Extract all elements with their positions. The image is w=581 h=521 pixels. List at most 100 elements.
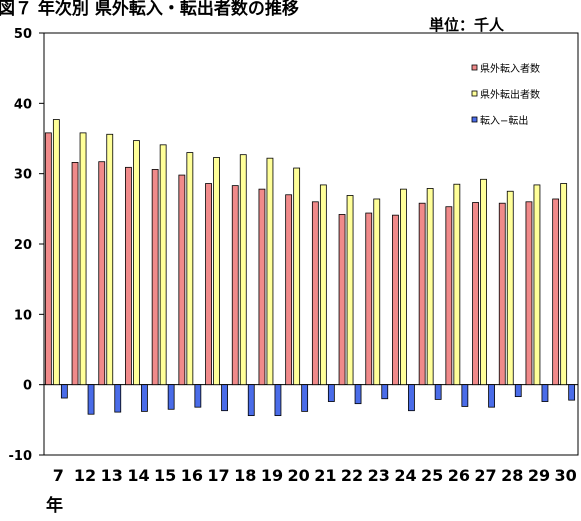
bar-in bbox=[231, 185, 239, 386]
x-tick-label: 17 bbox=[207, 466, 229, 485]
bar-in bbox=[125, 166, 132, 386]
unit-label: 単位：千人 bbox=[429, 16, 505, 34]
bar-out bbox=[213, 157, 220, 386]
y-tick-label: 20 bbox=[14, 238, 32, 253]
bar-out bbox=[266, 157, 274, 386]
bar-net bbox=[381, 384, 389, 400]
bar-net bbox=[488, 384, 495, 408]
x-tick-label: 28 bbox=[501, 466, 523, 485]
x-tick-label: 27 bbox=[474, 466, 496, 485]
bar-net bbox=[87, 384, 95, 415]
x-tick-label: 19 bbox=[261, 466, 283, 485]
bar-net bbox=[541, 384, 549, 402]
bar-out bbox=[480, 178, 487, 386]
bar-out bbox=[453, 183, 461, 386]
bar-out bbox=[79, 132, 87, 386]
bar-in bbox=[178, 174, 186, 386]
bar-in bbox=[71, 162, 79, 386]
x-axis: 7 12 13 14 15 16 17 18 19 20 21 22 23 24 25 26 27 28 29 30 bbox=[53, 466, 577, 485]
bar-net bbox=[167, 384, 175, 410]
bar-net bbox=[221, 384, 228, 412]
y-tick-label: 40 bbox=[14, 97, 32, 112]
bar-net bbox=[60, 384, 68, 399]
bar-net bbox=[354, 384, 362, 405]
bar-out bbox=[346, 195, 354, 386]
x-axis-year-suffix: 年 bbox=[46, 495, 63, 516]
bar-in bbox=[311, 201, 319, 386]
bar-net bbox=[194, 384, 202, 408]
legend-swatch bbox=[471, 116, 478, 123]
x-tick-label: 23 bbox=[368, 466, 390, 485]
bar-out bbox=[133, 140, 140, 386]
x-tick-label: 24 bbox=[394, 466, 416, 485]
bars-group bbox=[44, 119, 576, 417]
x-tick-label: 13 bbox=[101, 466, 123, 485]
legend-swatch bbox=[471, 90, 478, 97]
bar-in bbox=[151, 169, 159, 386]
bar-in bbox=[498, 202, 506, 386]
bar-out bbox=[373, 198, 381, 386]
bar-out bbox=[239, 154, 247, 386]
chart-title: 図７ 年次別 県外転入・転出者数の推移 bbox=[0, 0, 299, 19]
y-tick-label: 30 bbox=[14, 168, 32, 183]
bar-net bbox=[461, 384, 469, 407]
bar-out bbox=[400, 188, 407, 386]
x-tick-label: 15 bbox=[154, 466, 176, 485]
legend-swatch bbox=[471, 64, 478, 71]
bar-out bbox=[426, 188, 434, 386]
y-tick-label: 0 bbox=[23, 379, 32, 394]
bar-out bbox=[106, 133, 114, 386]
bar-in bbox=[365, 212, 373, 386]
bar-in bbox=[525, 201, 533, 386]
bar-net bbox=[141, 384, 148, 412]
bar-net bbox=[408, 384, 415, 412]
legend-label: 転入−転出 bbox=[480, 114, 528, 127]
bar-in bbox=[392, 214, 399, 386]
bar-net bbox=[301, 384, 309, 412]
bar-net bbox=[247, 384, 255, 417]
x-tick-label: 22 bbox=[341, 466, 363, 485]
x-tick-label: 20 bbox=[288, 466, 310, 485]
x-tick-label: 26 bbox=[448, 466, 470, 485]
bar-net bbox=[434, 384, 442, 400]
y-tick-label: 10 bbox=[14, 308, 32, 323]
bar-net bbox=[274, 384, 282, 417]
bar-net bbox=[114, 384, 122, 413]
bar-in bbox=[258, 188, 266, 386]
legend-label: 県外転出者数 bbox=[480, 88, 540, 101]
bar-in bbox=[44, 132, 52, 386]
bar-in bbox=[98, 161, 106, 386]
bar-out bbox=[506, 190, 514, 386]
y-tick-label: -10 bbox=[9, 449, 33, 464]
bar-out bbox=[159, 144, 167, 386]
bar-net bbox=[514, 384, 522, 398]
x-tick-label: 14 bbox=[127, 466, 149, 485]
x-tick-label: 12 bbox=[74, 466, 96, 485]
bar-in bbox=[418, 202, 426, 386]
x-tick-label: 18 bbox=[234, 466, 256, 485]
bar-in bbox=[205, 183, 212, 386]
x-tick-label: 7 bbox=[53, 466, 64, 485]
bar-out bbox=[560, 183, 568, 386]
bar-net bbox=[327, 384, 335, 402]
x-tick-label: 30 bbox=[555, 466, 577, 485]
x-tick-label: 16 bbox=[181, 466, 203, 485]
bar-in bbox=[338, 214, 346, 386]
bar-out bbox=[52, 119, 60, 386]
bar-in bbox=[285, 194, 293, 386]
bar-out bbox=[533, 184, 541, 386]
bar-out bbox=[186, 152, 194, 386]
bar-in bbox=[552, 198, 560, 386]
x-tick-label: 25 bbox=[421, 466, 443, 485]
x-tick-label: 21 bbox=[314, 466, 336, 485]
bar-in bbox=[445, 206, 453, 386]
legend-label: 県外転入者数 bbox=[480, 62, 540, 75]
bar-net bbox=[568, 384, 576, 401]
x-tick-label: 29 bbox=[528, 466, 550, 485]
bar-in bbox=[472, 202, 479, 386]
bar-out bbox=[293, 167, 301, 386]
bar-out bbox=[319, 184, 327, 386]
